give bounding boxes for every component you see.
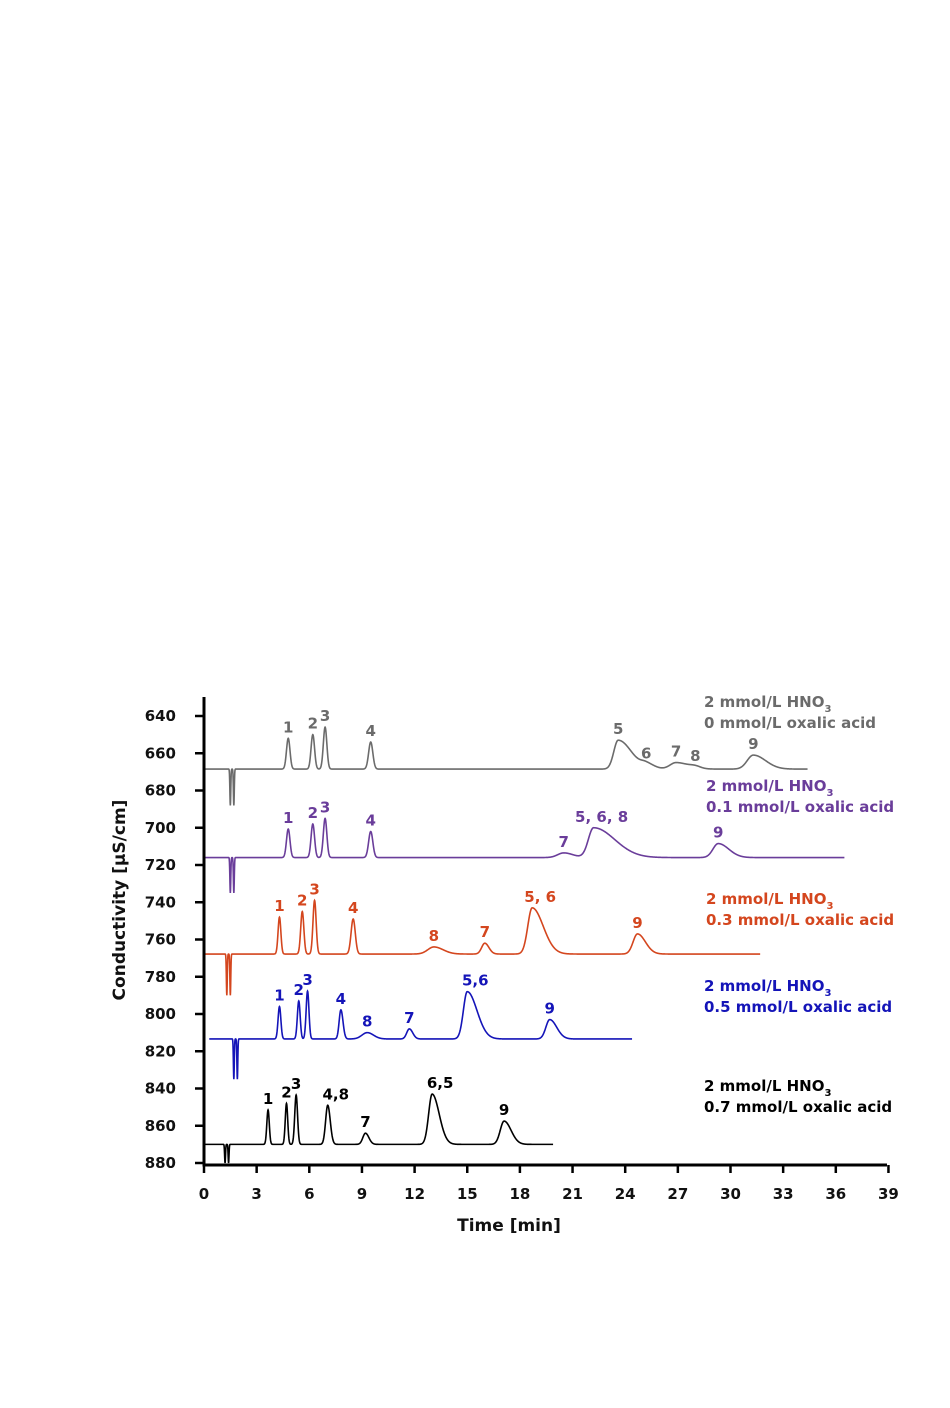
peak-label: 2 [281, 1083, 291, 1101]
peak-label: 7 [559, 833, 569, 851]
x-tick-label: 3 [251, 1185, 261, 1203]
peak-label: 5,6 [462, 972, 489, 990]
legend-line-2: 0.1 mmol/L oxalic acid [706, 798, 894, 816]
peak-label: 3 [320, 707, 330, 725]
x-tick-label: 30 [720, 1185, 741, 1203]
peak-label: 4 [366, 811, 376, 829]
peak-label: 7 [404, 1009, 414, 1027]
peak-label: 3 [302, 971, 312, 989]
peak-label: 9 [632, 914, 642, 932]
peak-label: 9 [748, 735, 758, 753]
peak-label: 5 [613, 720, 623, 738]
peak-label: 7 [671, 743, 681, 761]
y-tick-label: 720 [145, 856, 176, 874]
peak-label: 5, 6 [524, 888, 556, 906]
x-tick-label: 21 [562, 1185, 583, 1203]
peak-label: 4 [366, 722, 376, 740]
x-tick-label: 6 [304, 1185, 314, 1203]
peak-label: 4 [348, 899, 358, 917]
legend-line-1: 2 mmol/L HNO3 [704, 977, 831, 999]
y-tick-label: 760 [145, 931, 176, 949]
peak-label: 8 [690, 747, 700, 765]
y-tick-label: 700 [145, 819, 176, 837]
y-tick-label: 800 [145, 1005, 176, 1023]
x-tick-label: 15 [457, 1185, 478, 1203]
x-tick-label: 36 [825, 1185, 846, 1203]
y-tick-label: 660 [145, 744, 176, 762]
peak-label: 2 [308, 715, 318, 733]
peak-label: 1 [263, 1090, 273, 1108]
peak-label: 4,8 [322, 1085, 349, 1103]
y-tick-label: 860 [145, 1117, 176, 1135]
peak-label: 4 [336, 990, 346, 1008]
y-tick-label: 820 [145, 1042, 176, 1060]
peak-label: 8 [362, 1013, 372, 1031]
peak-label: 7 [360, 1113, 370, 1131]
peak-label: 3 [291, 1075, 301, 1093]
y-tick-label: 640 [145, 707, 176, 725]
series-line [204, 725, 808, 806]
y-tick-label: 740 [145, 893, 176, 911]
y-tick-label: 680 [145, 782, 176, 800]
peak-label: 6 [641, 744, 651, 762]
peak-label: 9 [499, 1101, 509, 1119]
legend-line-2: 0 mmol/L oxalic acid [704, 714, 876, 732]
peak-label: 3 [320, 798, 330, 816]
x-tick-label: 33 [773, 1185, 794, 1203]
x-tick-label: 0 [199, 1185, 209, 1203]
legend-line-2: 0.3 mmol/L oxalic acid [706, 911, 894, 929]
x-tick-label: 24 [615, 1185, 636, 1203]
y-tick-label: 840 [145, 1080, 176, 1098]
legend-line-1: 2 mmol/L HNO3 [704, 1077, 831, 1099]
x-tick-label: 39 [878, 1185, 899, 1203]
peak-label: 1 [283, 809, 293, 827]
peak-label: 5, 6, 8 [575, 808, 628, 826]
series-line [204, 1093, 554, 1164]
peak-label: 3 [309, 880, 319, 898]
series-line [204, 898, 761, 996]
peak-label: 8 [429, 927, 439, 945]
y-tick-label: 880 [145, 1154, 176, 1172]
axes: 0 3 6 9 12 15 18 21 24 27 30 33 36 396406606807007207… [145, 697, 899, 1203]
x-tick-label: 27 [667, 1185, 688, 1203]
peak-label: 1 [283, 718, 293, 736]
peak-label: 6,5 [427, 1074, 454, 1092]
peak-label: 9 [545, 1000, 555, 1018]
series-line [204, 817, 845, 893]
peak-label: 1 [274, 987, 284, 1005]
y-tick-label: 780 [145, 968, 176, 986]
x-axis-label: Time [min] [457, 1216, 561, 1236]
x-tick-label: 9 [357, 1185, 367, 1203]
legend-line-2: 0.5 mmol/L oxalic acid [704, 998, 892, 1016]
peak-label: 9 [713, 824, 723, 842]
peak-label: 7 [480, 923, 490, 941]
legend-line-1: 2 mmol/L HNO3 [706, 777, 833, 799]
legend-line-2: 0.7 mmol/L oxalic acid [704, 1098, 892, 1116]
legend-line-1: 2 mmol/L HNO3 [706, 890, 833, 912]
x-tick-label: 18 [509, 1185, 530, 1203]
series-line [209, 989, 633, 1080]
peak-label: 2 [294, 981, 304, 999]
peak-label: 2 [297, 892, 307, 910]
y-axis-label: Conductivity [µS/cm] [110, 800, 130, 1001]
legend-line-1: 2 mmol/L HNO3 [704, 693, 831, 715]
peak-label: 2 [308, 804, 318, 822]
x-tick-label: 12 [404, 1185, 425, 1203]
peak-label: 1 [274, 897, 284, 915]
